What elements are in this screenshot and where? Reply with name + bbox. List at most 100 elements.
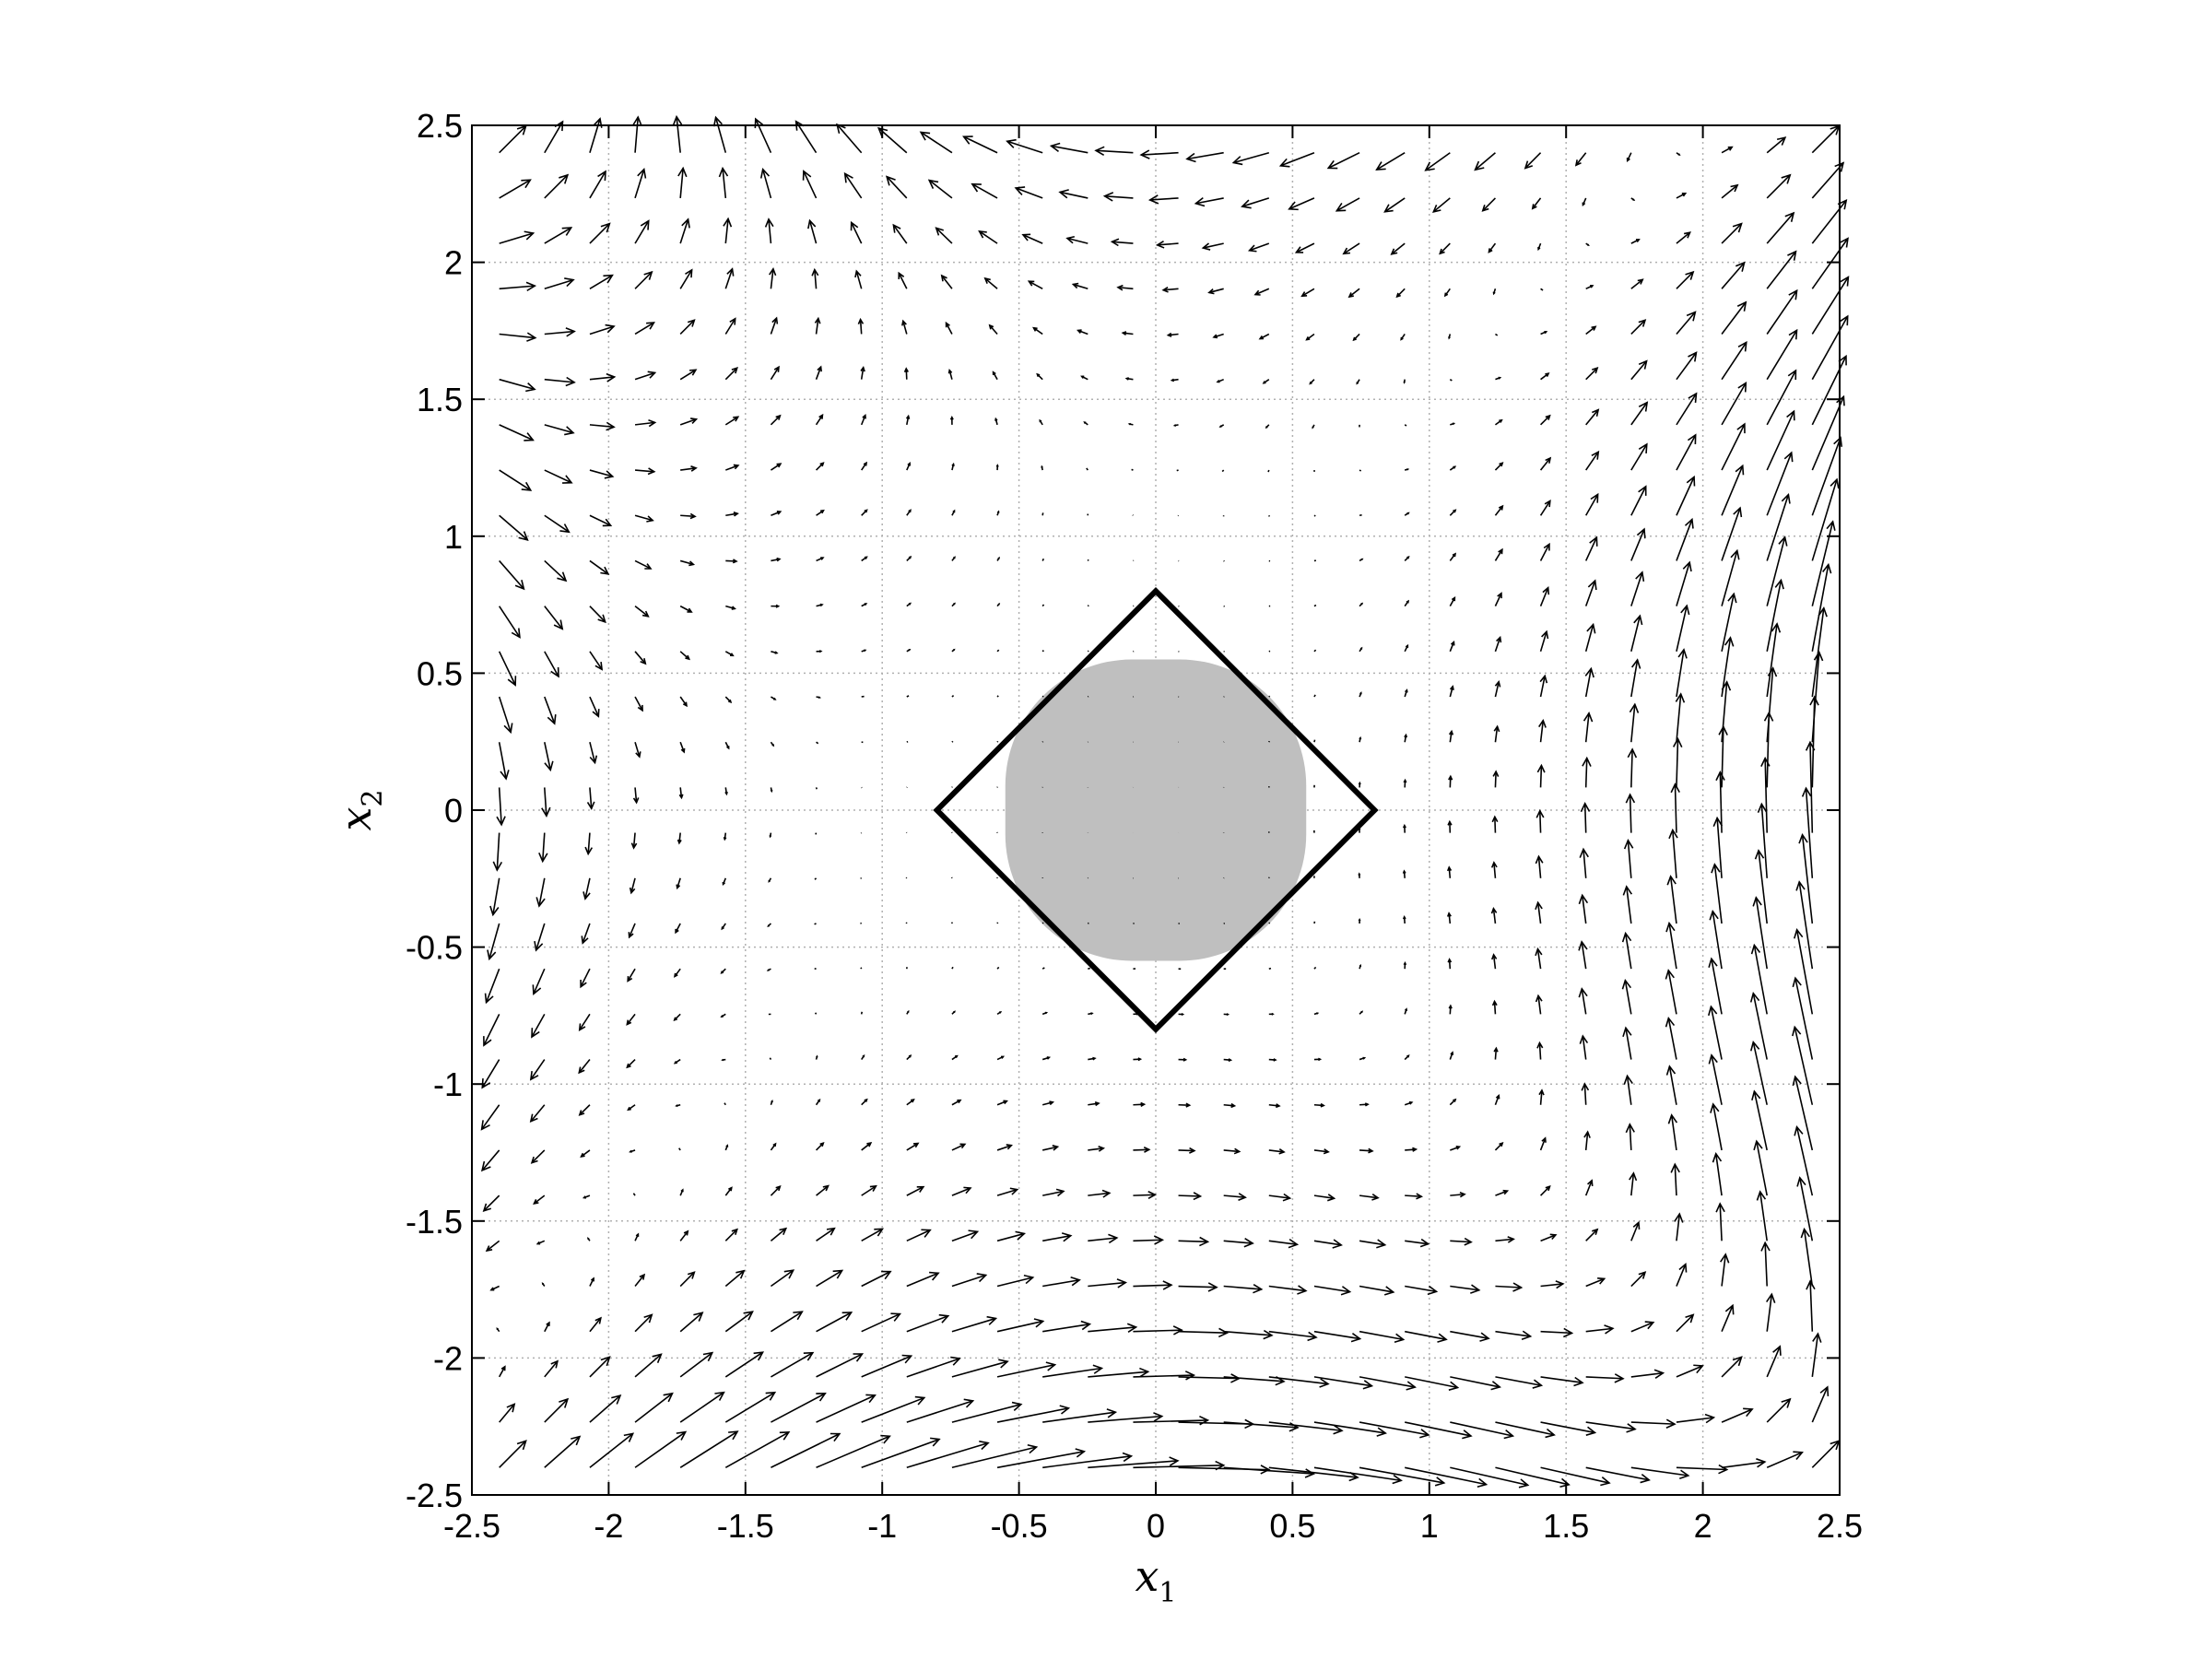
vector-arrow	[1268, 1376, 1330, 1388]
vector-arrow	[1766, 369, 1797, 426]
vector-arrow	[1133, 1371, 1196, 1381]
vector-arrow	[1535, 808, 1545, 833]
vector-arrow	[1088, 1278, 1128, 1288]
vector-arrow	[1676, 560, 1692, 606]
vector-arrow	[906, 602, 912, 607]
vector-arrow	[1540, 414, 1551, 426]
vector-arrow	[951, 966, 954, 970]
vector-arrow	[919, 131, 953, 154]
vector-arrow	[1359, 1147, 1374, 1154]
vector-arrow	[496, 1327, 500, 1333]
vector-arrow	[1492, 770, 1500, 788]
vector-arrow	[1766, 211, 1795, 244]
vector-arrow	[1443, 288, 1451, 298]
vector-arrow	[1540, 1280, 1565, 1289]
vector-arrow	[1474, 152, 1496, 171]
vector-arrow	[1630, 1418, 1677, 1430]
vector-arrow	[996, 556, 1000, 561]
vector-arrow	[1630, 239, 1641, 244]
vector-arrow	[1750, 943, 1768, 1015]
vector-arrow	[544, 1435, 582, 1468]
vector-arrow	[586, 787, 595, 811]
vector-arrow	[1218, 424, 1225, 428]
vector-arrow	[1495, 1330, 1533, 1340]
vector-arrow	[720, 968, 726, 974]
vector-arrow	[1358, 781, 1361, 788]
vector-arrow	[498, 696, 513, 735]
vector-arrow	[1124, 377, 1134, 381]
vector-arrow	[1630, 197, 1636, 201]
vector-arrow	[632, 787, 640, 805]
vector-arrow	[1630, 1321, 1655, 1333]
vector-arrow	[679, 1312, 704, 1333]
vector-arrow	[1676, 475, 1696, 516]
vector-arrow	[996, 966, 1000, 970]
vector-arrow	[906, 695, 910, 698]
vector-arrow	[498, 651, 517, 687]
vector-arrow	[1375, 152, 1406, 171]
vector-arrow	[589, 1432, 635, 1468]
vector-arrow	[1811, 276, 1850, 335]
vector-arrow	[861, 461, 868, 471]
vector-arrow	[769, 832, 772, 839]
vector-arrow	[1313, 1376, 1374, 1390]
x-tick-label: 2.5	[1817, 1507, 1863, 1545]
vector-arrow	[905, 922, 908, 924]
vector-arrow	[1172, 424, 1179, 427]
vector-arrow	[1359, 735, 1362, 743]
vector-arrow	[1352, 333, 1360, 342]
vector-arrow	[1539, 500, 1551, 516]
vector-arrow	[1753, 1139, 1768, 1196]
vector-arrow	[1536, 763, 1546, 788]
vector-arrow	[679, 605, 693, 613]
vector-arrow	[906, 1142, 920, 1151]
vector-arrow	[725, 559, 738, 564]
vector-arrow	[544, 173, 570, 199]
vector-arrow	[1041, 695, 1044, 698]
vector-arrow	[947, 369, 953, 380]
vector-arrow	[1305, 333, 1315, 341]
vector-arrow	[544, 227, 573, 244]
x-axis-label: x1	[1135, 1551, 1176, 1609]
vector-arrow	[877, 126, 908, 154]
vector-arrow	[578, 1013, 591, 1032]
vector-arrow	[1721, 592, 1737, 652]
vector-arrow	[1585, 285, 1594, 290]
vector-arrow	[1086, 467, 1088, 471]
vector-arrow	[679, 1391, 725, 1423]
y-axis-label: x2	[331, 789, 389, 830]
vector-arrow	[1766, 622, 1782, 698]
vector-arrow	[1630, 485, 1647, 516]
vector-arrow	[1313, 649, 1317, 653]
vector-arrow	[802, 170, 818, 199]
vector-arrow	[499, 179, 532, 199]
vector-arrow	[720, 1013, 726, 1018]
vector-arrow	[1359, 691, 1362, 698]
vector-arrow	[1676, 231, 1691, 244]
vector-arrow	[996, 510, 1000, 516]
vector-arrow	[1766, 1397, 1792, 1423]
vector-arrow	[994, 417, 998, 426]
vector-arrow	[1766, 288, 1798, 335]
vector-arrow	[1708, 1005, 1723, 1060]
vector-arrow	[1449, 509, 1457, 516]
vector-arrow	[1665, 1065, 1677, 1105]
vector-arrow	[480, 1104, 500, 1131]
vector-arrow	[1170, 378, 1179, 382]
vector-arrow	[1268, 1058, 1277, 1062]
vector-arrow	[1223, 1466, 1316, 1478]
vector-arrow	[1359, 1330, 1406, 1344]
vector-arrow	[1539, 542, 1550, 561]
vector-arrow	[861, 1437, 941, 1469]
vector-arrow	[1313, 1330, 1362, 1343]
vector-arrow	[1403, 960, 1407, 970]
vector-arrow	[996, 1011, 1003, 1016]
vector-arrow	[1133, 1101, 1147, 1108]
x-tick-label: 0	[1147, 1507, 1165, 1545]
vector-arrow	[1580, 801, 1591, 833]
x-tick-label: 0.5	[1269, 1507, 1315, 1545]
vector-arrow	[1176, 469, 1179, 472]
vector-arrow	[1404, 643, 1409, 653]
vector-arrow	[951, 1443, 1039, 1469]
vector-arrow	[1625, 793, 1636, 833]
